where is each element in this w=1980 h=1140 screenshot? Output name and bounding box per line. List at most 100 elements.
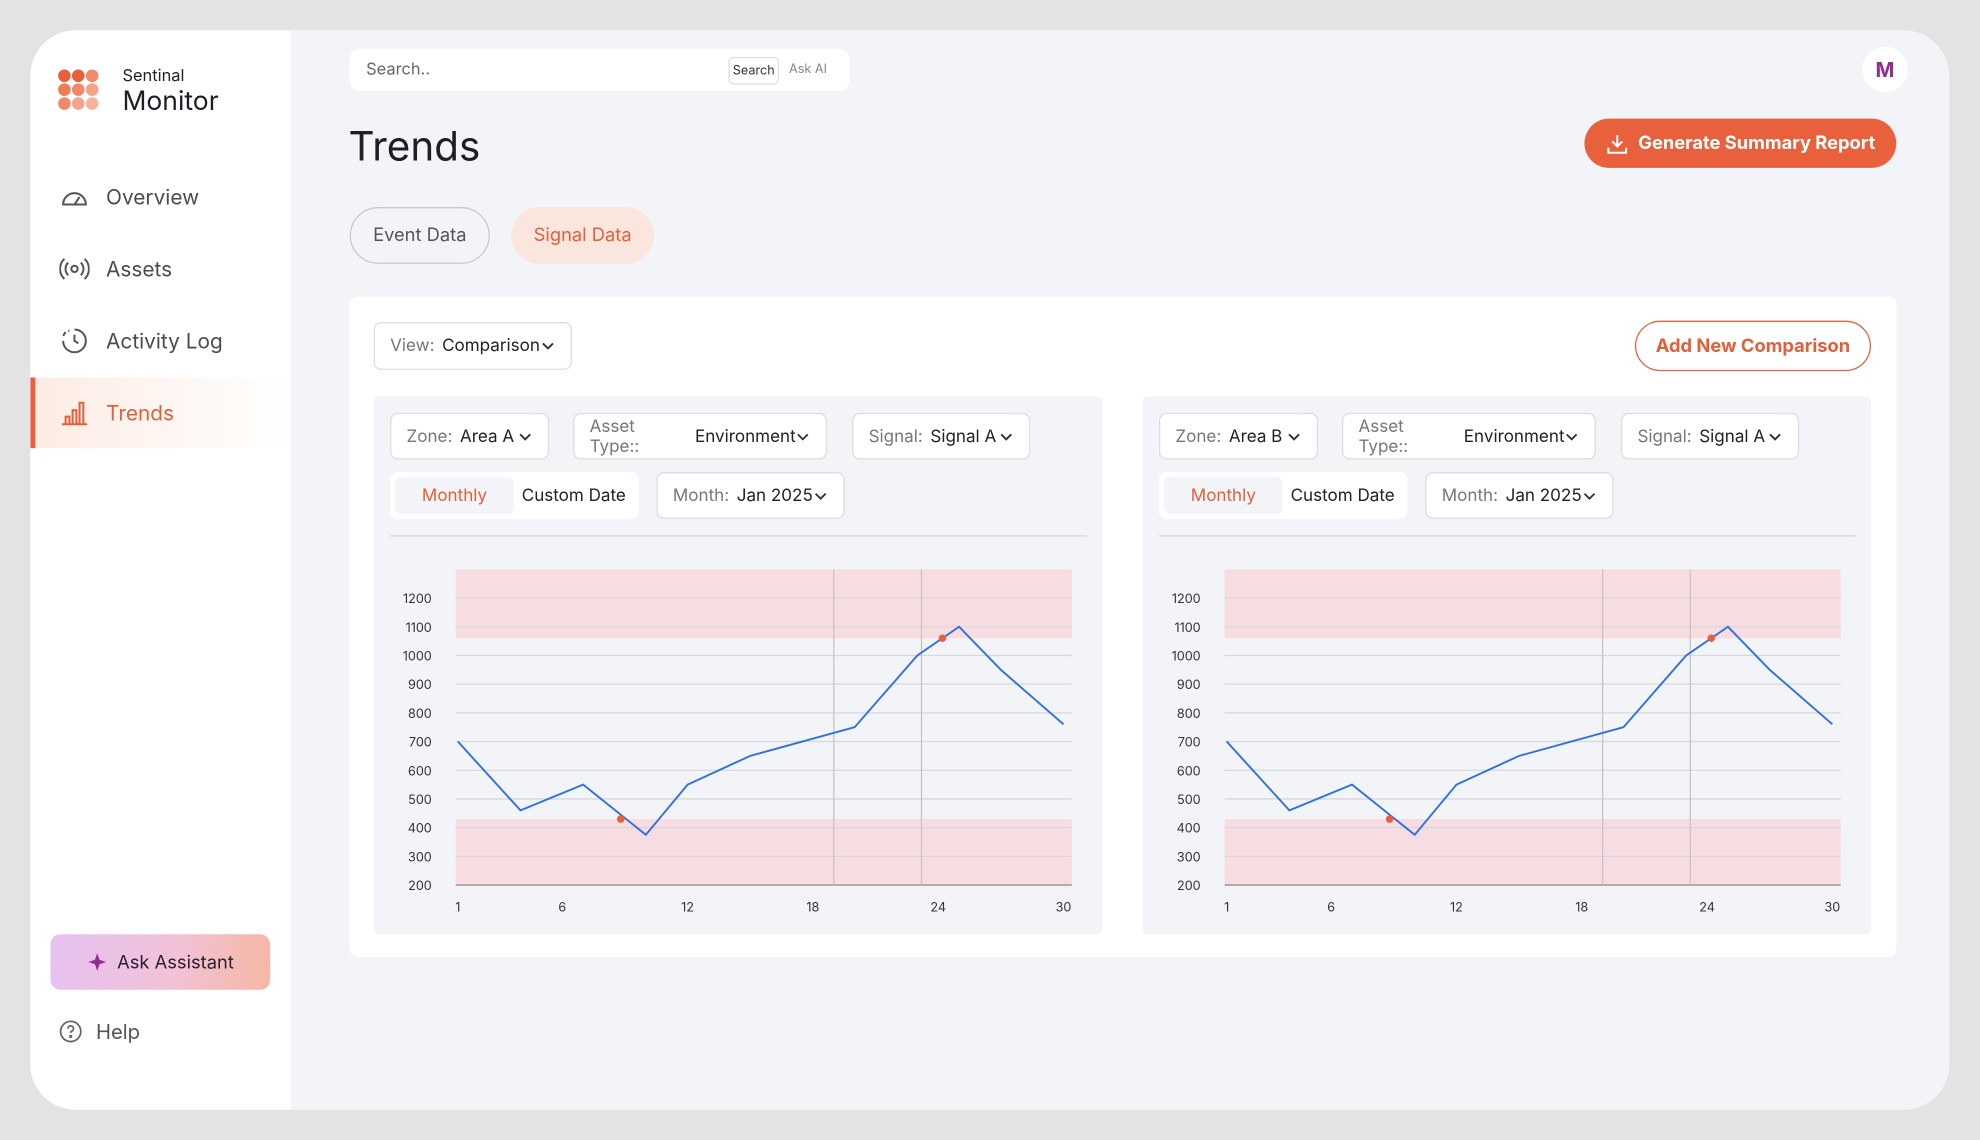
y-tick-label: 1200 [1172, 592, 1201, 607]
x-tick-label: 30 [1056, 901, 1072, 916]
nav-label: Assets [106, 256, 173, 282]
report-label: Generate Summary Report [1638, 132, 1876, 155]
x-tick-label: 6 [558, 901, 566, 916]
period-option[interactable]: Custom Date [1290, 485, 1395, 506]
y-tick-label: 500 [1177, 793, 1201, 808]
dropdown-label: Signal: [868, 426, 923, 447]
divider [1158, 535, 1856, 537]
chart: 200 300 400 500 600 700 800 900 1000 1100 1200 1 6 12… [1172, 569, 1841, 916]
nav-item[interactable]: Activity Log [30, 306, 290, 377]
dropdown-value: Signal A [1699, 426, 1766, 447]
y-tick-label: 400 [1177, 822, 1201, 837]
view-dropdown[interactable]: View: Comparison [373, 321, 572, 370]
x-tick-label: 18 [806, 901, 819, 916]
dropdown-value: Environment [694, 426, 796, 447]
dropdown[interactable]: Signal: Signal A [1621, 412, 1800, 460]
add-comparison[interactable]: Add New Comparison [1634, 320, 1872, 372]
y-tick-label: 1000 [1172, 650, 1201, 665]
dropdown[interactable]: Zone: Area B [1158, 412, 1319, 460]
dropdown-label: Asset Type:: [1358, 415, 1409, 457]
dropdown[interactable]: Asset Type:: Environment [573, 412, 827, 460]
x-tick-label: 1 [1224, 901, 1229, 916]
threshold-band-high [1224, 569, 1841, 639]
period-toggle: Monthly Custom Date [1158, 472, 1408, 519]
x-tick-label: 24 [1699, 901, 1715, 916]
dropdown-label: Zone: [406, 426, 453, 447]
y-tick-label: 200 [408, 879, 432, 894]
y-tick-label: 900 [408, 678, 432, 693]
dropdown-value: Signal A [930, 426, 997, 447]
threshold-marker [1707, 634, 1716, 643]
ask-assistant[interactable]: Ask Assistant [50, 934, 271, 990]
threshold-marker [616, 815, 625, 823]
dropdown[interactable]: Month: Jan 2025 [656, 472, 845, 519]
brand-top: Sentinal [122, 65, 185, 86]
y-tick-label: 700 [409, 736, 432, 751]
dropdown-label: Signal: [1637, 426, 1692, 447]
help-label: Help [95, 1018, 140, 1045]
dropdown[interactable]: Asset Type:: Environment [1342, 412, 1596, 460]
divider [390, 535, 1088, 537]
dropdown-value: Area B [1228, 426, 1283, 447]
y-tick-label: 400 [408, 822, 432, 837]
ask-ai-button[interactable]: Ask AI [789, 61, 827, 78]
period-option[interactable]: Custom Date [521, 485, 626, 506]
y-tick-label: 800 [1177, 707, 1201, 722]
threshold-band-low [455, 819, 1072, 886]
y-tick-label: 800 [408, 707, 432, 722]
dropdown-value: Environment [1463, 426, 1565, 447]
x-tick-label: 12 [1450, 901, 1463, 916]
nav-item[interactable]: Assets [30, 234, 290, 305]
brand: Monitor [122, 85, 219, 118]
x-tick-label: 24 [930, 901, 946, 916]
dropdown[interactable]: Zone: Area A [390, 412, 550, 460]
dropdown-label: Asset Type:: [589, 415, 640, 457]
page-title: Trends [348, 121, 481, 171]
nav-item[interactable]: Overview [30, 162, 290, 233]
threshold-marker [1385, 815, 1394, 823]
series-line [1226, 625, 1833, 837]
dropdown-label: Zone: [1175, 426, 1222, 447]
dropdown[interactable]: Signal: Signal A [852, 412, 1031, 460]
nav-label: Trends [106, 400, 175, 426]
logo [58, 69, 99, 110]
dropdown-value: Area A [459, 426, 515, 447]
dropdown-value: Jan 2025 [1505, 485, 1582, 506]
dropdown-label: Month: [672, 485, 730, 506]
y-tick-label: 200 [1177, 879, 1201, 894]
threshold-band-high [455, 569, 1072, 639]
y-tick-label: 300 [408, 850, 432, 865]
view-value: Comparison [442, 335, 540, 357]
y-tick-label: 900 [1177, 678, 1201, 693]
comparison-panel: Zone: Area B Asset Type:: Environment Signal… [1142, 396, 1872, 935]
search-box[interactable]: Search.. Search Ask AI [349, 49, 850, 91]
period-option-active[interactable]: Monthly [1164, 477, 1283, 514]
assistant-label: Ask Assistant [117, 951, 234, 973]
comparison-panel: Zone: Area A Asset Type:: Environment Signal… [373, 396, 1103, 935]
tab[interactable]: Event Data [349, 207, 490, 264]
x-tick-label: 6 [1327, 901, 1335, 916]
sidebar: Sentinal Monitor Overview Assets Activit… [30, 30, 291, 1110]
series-line [457, 625, 1065, 837]
chart: 200 300 400 500 600 700 800 900 1000 1100 1200 1 6 12… [403, 569, 1072, 916]
x-tick-label: 12 [681, 901, 694, 916]
dropdown[interactable]: Month: Jan 2025 [1425, 472, 1614, 519]
y-tick-label: 500 [408, 793, 432, 808]
search-button[interactable]: Search [728, 56, 779, 85]
period-option-active[interactable]: Monthly [395, 477, 514, 514]
threshold-band-low [1224, 819, 1841, 886]
view-label: View: [390, 335, 435, 357]
y-tick-label: 600 [1177, 764, 1201, 779]
report-button[interactable]: Generate Summary Report [1584, 118, 1897, 168]
nav-item[interactable]: Trends [30, 377, 291, 449]
y-tick-label: 300 [1177, 850, 1201, 865]
x-tick-label: 18 [1575, 901, 1588, 916]
avatar[interactable]: M [1862, 46, 1908, 93]
help[interactable]: Help [58, 1019, 140, 1044]
y-tick-label: 1200 [403, 592, 432, 607]
tab-active[interactable]: Signal Data [511, 207, 654, 264]
y-tick-label: 700 [1178, 736, 1201, 751]
dropdown-value: Jan 2025 [736, 485, 813, 506]
